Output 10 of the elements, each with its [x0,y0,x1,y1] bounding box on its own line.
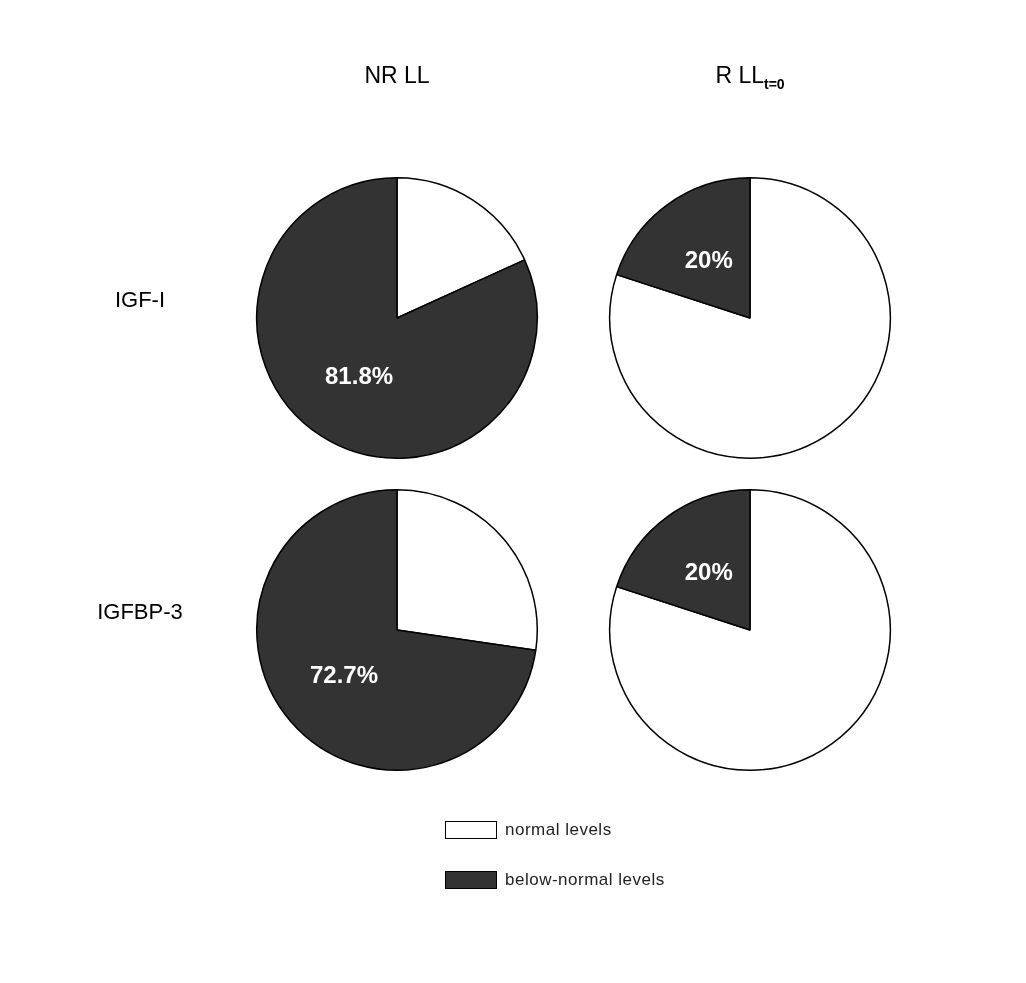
data-label: 72.7% [309,660,378,688]
data-label: 20% [684,245,733,273]
text: IGFBP-3 [97,599,183,625]
chart-title: NR LL [364,62,430,89]
text: IGF-I [114,287,166,313]
legend-label: normal levels [505,820,612,840]
chart-title: R LL$_{t=0}$ [715,62,785,92]
data-label: 81.8% [325,361,394,389]
data-label: 20% [684,557,733,585]
legend-label: below-normal levels [505,870,665,890]
